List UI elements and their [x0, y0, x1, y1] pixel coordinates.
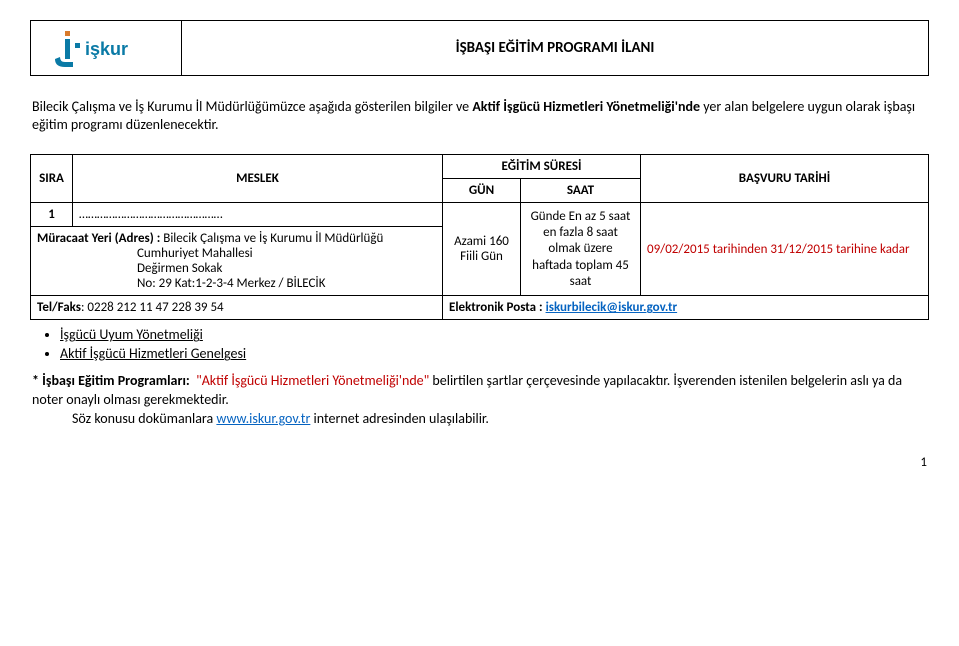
address-l3: Değirmen Sokak: [37, 261, 436, 276]
page-number: 1: [30, 455, 929, 470]
tel-label: Tel/Faks: [37, 300, 81, 315]
footnote-doc-prefix: Söz konusu dokümanlara: [72, 410, 216, 427]
table-header-row-1: SIRA MESLEK EĞİTİM SÜRESİ BAŞVURU TARİHİ: [31, 155, 929, 179]
th-basvuru: BAŞVURU TARİHİ: [641, 155, 929, 203]
th-sira: SIRA: [31, 155, 73, 203]
email-label: Elektronik Posta :: [449, 300, 546, 315]
bullet-list: İşgücü Uyum Yönetmeliği Aktif İşgücü Hiz…: [60, 326, 929, 362]
list-item: İşgücü Uyum Yönetmeliği: [60, 326, 929, 343]
logo-cell: işkur: [31, 21, 181, 75]
address-label: Müracaat Yeri (Adres) :: [37, 231, 163, 246]
th-gun: GÜN: [443, 179, 521, 203]
cell-saat: Günde En az 5 saat en fazla 8 saat olmak…: [521, 203, 641, 296]
th-saat: SAAT: [521, 179, 641, 203]
cell-gun: Azami 160 Fiili Gün: [443, 203, 521, 296]
cell-address: Müracaat Yeri (Adres) : Bilecik Çalışma …: [31, 227, 443, 296]
cell-tel: Tel/Faks: 0228 212 11 47 228 39 54: [31, 296, 443, 320]
intro-bold: Aktif İşgücü Hizmetleri Yönetmeliği'nde: [472, 98, 700, 115]
footnote-doc-link[interactable]: www.iskur.gov.tr: [216, 410, 310, 427]
intro-prefix: Bilecik Çalışma ve İş Kurumu İl Müdürlüğ…: [32, 98, 472, 115]
footnote-quoted: "Aktif İşgücü Hizmetleri Yönetmeliği'nde…: [196, 372, 429, 389]
footnote: * İşbaşı Eğitim Programları: "Aktif İşgü…: [30, 372, 929, 429]
email-link[interactable]: iskurbilecik@iskur.gov.tr: [546, 300, 678, 315]
th-meslek: MESLEK: [73, 155, 443, 203]
tel-value: : 0228 212 11 47 228 39 54: [81, 300, 224, 315]
table-row-contact: Tel/Faks: 0228 212 11 47 228 39 54 Elekt…: [31, 296, 929, 320]
footnote-doc-suffix: internet adresinden ulaşılabilir.: [310, 410, 489, 427]
iskur-logo-icon: işkur: [51, 25, 161, 71]
address-l1: Bilecik Çalışma ve İş Kurumu İl Müdürlüğ…: [163, 231, 383, 246]
address-l2: Cumhuriyet Mahallesi: [37, 246, 436, 261]
footnote-star: * İşbaşı Eğitim Programları:: [32, 372, 190, 389]
th-egitim-suresi: EĞİTİM SÜRESİ: [443, 155, 641, 179]
page-title: İŞBAŞI EĞİTİM PROGRAMI İLANI: [181, 21, 928, 75]
bullet-1: İşgücü Uyum Yönetmeliği: [60, 326, 203, 343]
header-box: işkur İŞBAŞI EĞİTİM PROGRAMI İLANI: [30, 20, 929, 76]
svg-text:işkur: işkur: [85, 39, 128, 59]
intro-paragraph: Bilecik Çalışma ve İş Kurumu İl Müdürlüğ…: [30, 94, 929, 148]
main-table: SIRA MESLEK EĞİTİM SÜRESİ BAŞVURU TARİHİ…: [30, 154, 929, 320]
footnote-doc-line: Söz konusu dokümanlara www.iskur.gov.tr …: [32, 410, 489, 429]
cell-email: Elektronik Posta : iskurbilecik@iskur.go…: [443, 296, 929, 320]
cell-basvuru: 09/02/2015 tarihinden 31/12/2015 tarihin…: [641, 203, 929, 296]
bullet-2: Aktif İşgücü Hizmetleri Genelgesi: [60, 345, 246, 362]
cell-sira: 1: [31, 203, 73, 227]
address-l4: No: 29 Kat:1-2-3-4 Merkez / BİLECİK: [37, 276, 436, 291]
table-row: 1 ………………………………………… Azami 160 Fiili Gün G…: [31, 203, 929, 227]
cell-meslek: …………………………………………: [73, 203, 443, 227]
list-item: Aktif İşgücü Hizmetleri Genelgesi: [60, 345, 929, 362]
